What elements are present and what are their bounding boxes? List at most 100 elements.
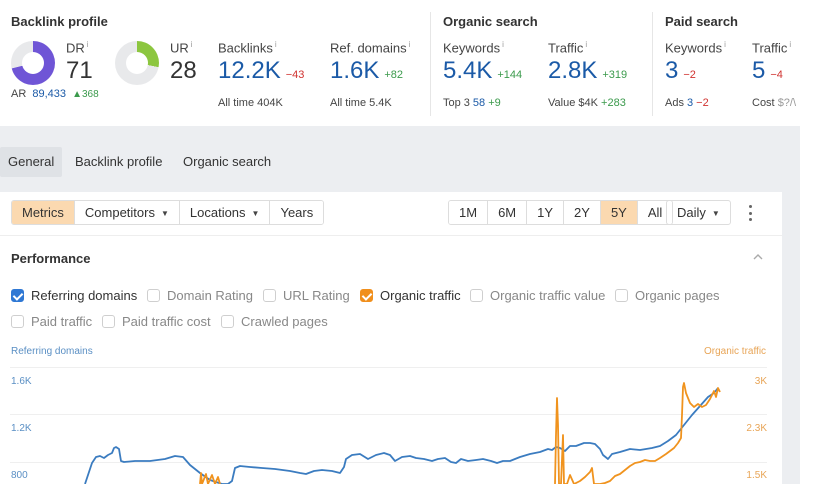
paid-traffic-value[interactable]: 5 xyxy=(752,57,766,85)
traffic-value-delta: +283 xyxy=(601,97,626,110)
backlinks-alltime-value: 404K xyxy=(257,97,283,110)
tab-organic-search[interactable]: Organic search xyxy=(183,154,272,169)
left-axis-tick: 1.6K xyxy=(11,376,32,387)
paid-traffic-label: Traffic xyxy=(752,40,788,56)
ur-value: 28 xyxy=(170,57,197,85)
checkbox-unchecked-icon xyxy=(11,315,24,328)
info-icon[interactable]: i xyxy=(585,40,588,49)
backlinks-delta: −43 xyxy=(285,69,305,82)
ads-value[interactable]: 3 xyxy=(686,97,694,110)
top3-label: Top 3 xyxy=(443,97,470,110)
range-6m-button[interactable]: 6M xyxy=(487,201,527,224)
ur-metric[interactable]: UR i 28 xyxy=(170,40,197,85)
paid-keywords-label: Keywords xyxy=(665,40,723,56)
checkbox-paid-traffic[interactable]: Paid traffic xyxy=(11,314,92,329)
info-icon[interactable]: i xyxy=(190,40,193,49)
checkbox-paid-traffic-cost[interactable]: Paid traffic cost xyxy=(102,314,211,329)
more-options-icon[interactable] xyxy=(745,205,755,221)
gridline xyxy=(10,414,767,415)
ref-domains-label: Ref. domains xyxy=(330,40,407,56)
ref-domains-value[interactable]: 1.6K xyxy=(330,57,380,85)
checkbox-organic-traffic-value[interactable]: Organic traffic value xyxy=(470,288,605,303)
range-5y-button[interactable]: 5Y xyxy=(599,201,637,224)
years-button[interactable]: Years xyxy=(269,201,324,224)
checkbox-unchecked-icon xyxy=(102,315,115,328)
info-icon[interactable]: i xyxy=(274,40,277,49)
ur-donut-chart xyxy=(115,41,159,85)
checkbox-crawled-pages[interactable]: Crawled pages xyxy=(221,314,328,329)
checkbox-label: Paid traffic xyxy=(31,314,93,329)
checkbox-organic-pages[interactable]: Organic pages xyxy=(615,288,720,303)
referring-domains-line xyxy=(84,387,719,484)
paid-traffic-metric[interactable]: Traffic i 5 −4 Cost $?/\ xyxy=(752,40,796,109)
ar-label: AR xyxy=(11,88,27,100)
dr-label: DR xyxy=(66,40,85,56)
organic-keywords-value[interactable]: 5.4K xyxy=(443,57,493,85)
competitors-dropdown[interactable]: Competitors ▼ xyxy=(73,201,179,224)
checkbox-checked-icon xyxy=(11,289,24,302)
range-1y-button[interactable]: 1Y xyxy=(526,201,564,224)
gridline xyxy=(10,367,767,368)
performance-line-chart[interactable] xyxy=(0,335,782,484)
backlinks-alltime-label: All time xyxy=(218,97,255,110)
checkbox-url-rating[interactable]: URL Rating xyxy=(263,288,350,303)
dr-metric[interactable]: DR i 71 xyxy=(66,40,93,85)
ref-domains-alltime-label: All time xyxy=(330,97,367,110)
locations-dropdown[interactable]: Locations ▼ xyxy=(178,201,270,224)
right-axis-tick: 3K xyxy=(754,376,767,387)
paid-traffic-delta: −4 xyxy=(770,69,783,82)
organic-traffic-metric[interactable]: Traffic i 2.8K +319 Value $4K +283 xyxy=(548,40,627,109)
chevron-down-icon: ▼ xyxy=(711,209,720,219)
right-axis-tick: 2.3K xyxy=(746,423,767,434)
interval-label: Daily xyxy=(677,205,706,220)
organic-keywords-metric[interactable]: Keywords i 5.4K +144 Top 3 58 +9 xyxy=(443,40,522,109)
checkbox-unchecked-icon xyxy=(470,289,483,302)
organic-traffic-label: Traffic xyxy=(548,40,584,56)
info-icon[interactable]: i xyxy=(502,40,504,49)
info-icon[interactable]: i xyxy=(724,40,726,49)
left-axis-title: Referring domains xyxy=(11,346,93,357)
divider xyxy=(652,12,653,116)
interval-dropdown[interactable]: Daily ▼ xyxy=(666,200,731,225)
tab-backlink-profile[interactable]: Backlink profile xyxy=(75,154,163,169)
organic-keywords-label: Keywords xyxy=(443,40,501,56)
info-icon[interactable]: i xyxy=(86,40,89,49)
top3-value[interactable]: 58 xyxy=(472,97,486,110)
checkbox-referring-domains[interactable]: Referring domains xyxy=(11,288,137,303)
ads-delta: −2 xyxy=(696,97,709,110)
organic-traffic-value[interactable]: 2.8K xyxy=(548,57,598,85)
info-icon[interactable]: i xyxy=(789,40,792,49)
chevron-up-icon[interactable] xyxy=(752,251,764,263)
cost-label: Cost xyxy=(752,97,775,110)
right-axis-title: Organic traffic xyxy=(704,346,767,357)
traffic-value-amount: $4K xyxy=(578,97,598,110)
backlinks-value[interactable]: 12.2K xyxy=(218,57,281,85)
range-1m-button[interactable]: 1M xyxy=(449,201,488,224)
paid-keywords-value[interactable]: 3 xyxy=(665,57,679,85)
performance-title: Performance xyxy=(11,251,91,266)
value-label: Value xyxy=(548,97,576,110)
ref-domains-metric[interactable]: Ref. domains i 1.6K +82 All time 5.4K xyxy=(330,40,410,109)
checkbox-label: Organic pages xyxy=(635,288,720,303)
backlinks-metric[interactable]: Backlinks i 12.2K −43 All time 404K xyxy=(218,40,304,109)
dr-donut-chart xyxy=(11,41,55,85)
checkbox-unchecked-icon xyxy=(147,289,160,302)
locations-label: Locations xyxy=(189,205,246,220)
paid-keywords-metric[interactable]: Keywords i 3 −2 Ads 3 −2 xyxy=(665,40,726,109)
ar-value[interactable]: 89,433 xyxy=(32,88,66,100)
metrics-button[interactable]: Metrics xyxy=(12,201,74,224)
checkbox-unchecked-icon xyxy=(221,315,234,328)
ar-delta: ▲368 xyxy=(72,89,99,100)
range-all-button[interactable]: All xyxy=(636,201,673,224)
scrollbar-track[interactable] xyxy=(782,192,800,484)
checkbox-domain-rating[interactable]: Domain Rating xyxy=(147,288,253,303)
checkbox-organic-traffic[interactable]: Organic traffic xyxy=(360,288,461,303)
cost-value: $?/\ xyxy=(777,97,797,110)
left-axis-tick: 1.2K xyxy=(11,423,32,434)
tab-general[interactable]: General xyxy=(0,147,63,177)
info-icon[interactable]: i xyxy=(408,40,411,49)
organic-keywords-delta: +144 xyxy=(497,69,523,82)
gridline xyxy=(10,462,767,463)
range-2y-button[interactable]: 2Y xyxy=(563,201,600,224)
checkbox-label: Paid traffic cost xyxy=(122,314,211,329)
